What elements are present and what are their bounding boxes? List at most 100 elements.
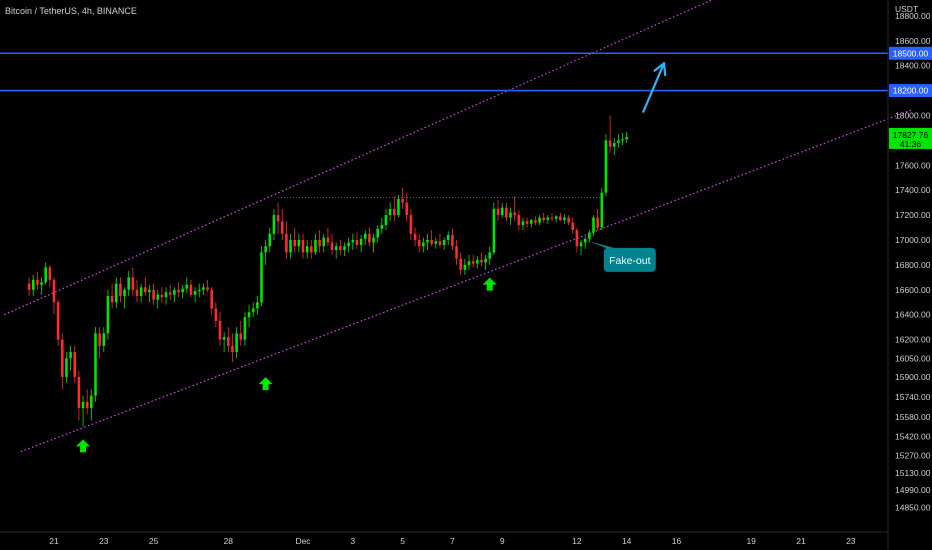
y-tick-label: 15740.00 [895,392,931,402]
last-price-label: 17827.76 [893,130,929,140]
channel-line-lower [20,108,914,453]
candle [310,240,313,259]
candle-body [538,217,541,223]
candle-body [44,267,47,283]
candle-body [218,320,222,340]
level-tag-label: 18500.00 [893,48,929,58]
candle [52,277,56,315]
candle [181,284,184,299]
candle-body [451,235,454,247]
candle [546,215,550,224]
candle [69,345,72,371]
y-tick-label: 16050.00 [895,353,931,363]
candle [339,240,342,255]
candle [164,287,168,305]
candle-body [61,339,64,377]
candle-body [563,217,566,221]
candle [222,332,226,353]
candle [173,287,176,303]
candle-body [384,215,388,226]
x-tick-label: 14 [622,536,632,546]
candle [438,233,442,248]
candle-body [397,198,400,216]
candle [144,277,147,297]
candle [285,221,288,259]
candle-body [430,240,433,244]
candle [612,137,616,156]
candle [235,327,238,359]
candle-body [264,246,267,253]
candle-body [455,246,458,259]
candle-body [56,302,60,340]
candle [625,131,628,143]
candle [451,228,454,250]
candle-body [509,212,512,218]
candle [363,230,367,245]
candle [579,240,583,255]
support-markers [76,277,497,453]
x-tick-label: 23 [99,536,109,546]
candle-body [363,233,367,239]
candle [94,327,97,402]
y-tick-label: 16200.00 [895,335,931,345]
candle-body [164,292,168,298]
candle-body [513,212,516,216]
candle [206,279,209,293]
candle [397,195,400,218]
candle [343,242,346,257]
candle [596,208,599,231]
candle [243,312,247,346]
y-tick-label: 14990.00 [895,485,931,495]
candle-body [550,217,554,219]
candle-body [168,292,172,295]
candle [521,217,525,231]
candle-body [434,241,438,244]
candle [463,258,467,275]
candle-body [500,207,504,216]
candle-body [322,237,326,247]
candle [247,304,251,328]
candle [73,345,77,384]
candle-body [326,237,330,243]
candle [467,254,471,270]
candle-body [579,242,583,247]
candle-body [534,220,537,223]
candle-body [193,291,197,295]
candle [81,395,85,427]
x-axis[interactable]: 21 23 25 28 Dec 3 5 7 9 12 14 16 19 21 23 [0,531,888,546]
candle-body [90,395,93,409]
candle-body [297,240,301,247]
x-tick-label: 9 [500,536,505,546]
candle-body [583,238,587,243]
candle [289,233,292,259]
candle-body [260,252,263,303]
candle [260,246,263,306]
candle [538,215,541,226]
candle [422,237,425,253]
candle-body [69,352,72,359]
candle [90,389,93,421]
candle-body [247,312,251,318]
candle [496,200,500,222]
candle [617,134,620,148]
candle [517,210,521,231]
candle [123,287,126,309]
candle-body [608,140,612,147]
candle [554,215,558,223]
candle [347,237,350,253]
candle-body [492,208,496,253]
candle-body [438,241,442,245]
candle-body [380,225,384,229]
candle-body [227,337,230,346]
candle [471,254,475,268]
x-tick-label: 25 [149,536,159,546]
candle [608,115,612,153]
y-axis[interactable]: 18800.0018600.0018400.0018000.0017800.00… [887,0,931,550]
candle-body [521,221,525,226]
candle [446,231,450,245]
candle-body [131,277,135,290]
candle [272,208,276,240]
candle [322,233,326,253]
candle-body [488,252,492,259]
